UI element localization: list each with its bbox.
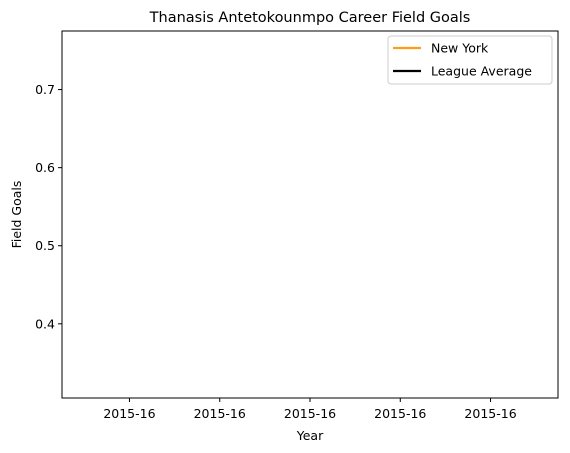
legend-entry: League Average xyxy=(431,64,532,79)
legend-box xyxy=(387,35,553,85)
x-tick-label: 2015-16 xyxy=(464,406,516,421)
y-tick-label: 0.7 xyxy=(35,82,55,97)
y-axis: 0.4 0.5 0.6 0.7 xyxy=(35,82,62,331)
x-tick-label: 2015-16 xyxy=(194,406,246,421)
y-tick-label: 0.5 xyxy=(35,238,55,253)
x-tick-label: 2015-16 xyxy=(284,406,336,421)
x-tick-label: 2015-16 xyxy=(103,406,155,421)
x-axis-label: Year xyxy=(296,428,324,443)
chart-title: Thanasis Antetokounmpo Career Field Goal… xyxy=(149,10,471,26)
y-tick-label: 0.4 xyxy=(35,316,55,331)
y-axis-label: Field Goals xyxy=(9,181,24,249)
legend: New York League Average xyxy=(387,35,553,85)
y-tick-label: 0.6 xyxy=(35,160,55,175)
legend-entry: New York xyxy=(431,41,489,56)
x-axis: 2015-16 2015-16 2015-16 2015-16 2015-16 xyxy=(103,398,517,421)
x-tick-label: 2015-16 xyxy=(374,406,426,421)
plot-area-frame xyxy=(61,30,559,399)
